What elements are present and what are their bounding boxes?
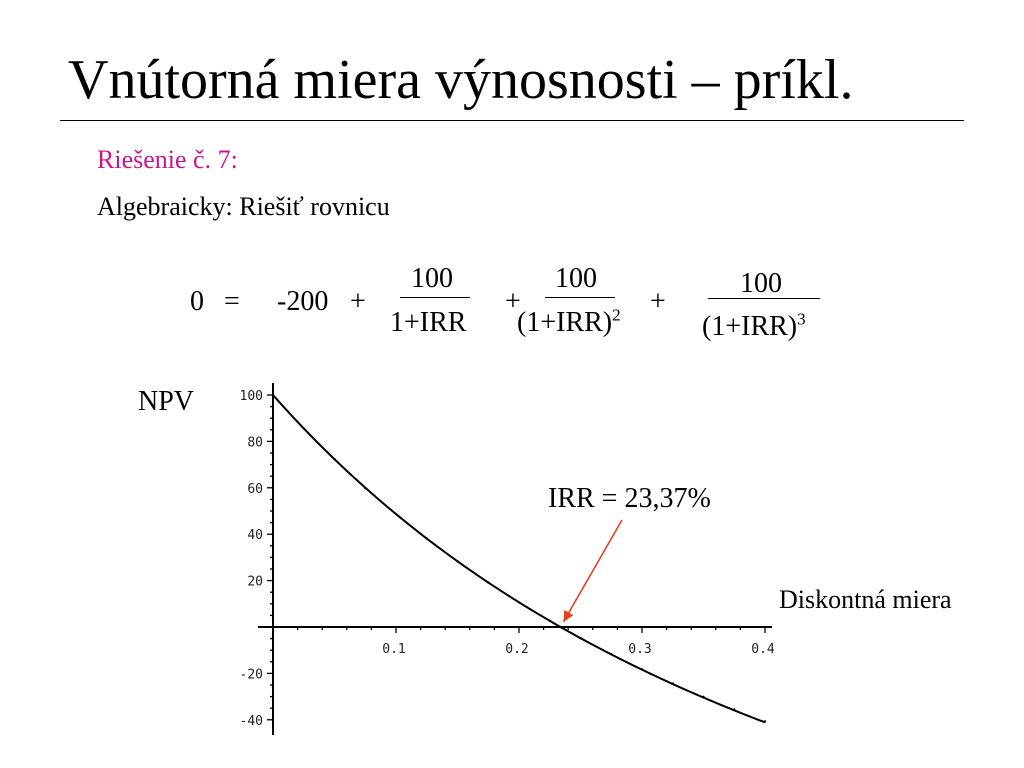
irr-arrow-line xyxy=(562,519,623,623)
y-tick-label: 60 xyxy=(247,482,263,497)
npv-data-point xyxy=(425,537,428,540)
npv-data-point xyxy=(302,427,305,430)
term2-denominator: (1+IRR)2 xyxy=(517,305,621,338)
npv-data-point xyxy=(364,487,367,490)
npv-data-point xyxy=(640,668,644,671)
npv-data-point xyxy=(487,581,490,584)
slide-title: Vnútorná miera výnosnosti – príkl. xyxy=(68,49,854,111)
npv-data-point xyxy=(702,695,705,699)
x-axis-label: Diskontná miera xyxy=(779,585,952,614)
title-underline xyxy=(60,120,964,121)
term2-numerator: 100 xyxy=(555,263,597,294)
term1-denominator: 1+IRR xyxy=(390,307,467,338)
equation-initial-outlay: -200 xyxy=(277,286,329,317)
term2-fraction-bar xyxy=(545,297,615,298)
equation-plus-3: + xyxy=(650,286,666,317)
y-axis-label: NPV xyxy=(138,386,195,417)
npv-data-point xyxy=(763,720,767,723)
x-tick-label: 0.2 xyxy=(505,642,528,657)
x-tick-label: 0.3 xyxy=(628,642,651,657)
term3-fraction-bar xyxy=(708,298,820,299)
solution-label: Riešenie č. 7: xyxy=(97,145,238,174)
npv-data-point xyxy=(333,458,336,461)
npv-data-point xyxy=(271,393,275,397)
y-tick-label: -40 xyxy=(240,714,263,729)
irr-arrow-head xyxy=(563,610,574,622)
npv-data-point xyxy=(733,708,736,711)
term3-numerator: 100 xyxy=(740,268,782,299)
method-label: Algebraicky: Riešiť rovnicu xyxy=(97,192,390,221)
term1-fraction-bar xyxy=(400,297,470,298)
term3-denominator: (1+IRR)3 xyxy=(702,309,806,342)
y-tick-label: 40 xyxy=(247,528,263,543)
npv-data-point xyxy=(671,682,674,685)
npv-data-point xyxy=(517,601,521,604)
npv-data-point xyxy=(610,652,613,656)
x-tick-label: 0.4 xyxy=(751,642,775,657)
equation-equals: = xyxy=(224,286,240,317)
y-tick-label: -20 xyxy=(240,667,263,682)
term2-denominator-base: (1+IRR) xyxy=(517,307,613,338)
npv-data-point xyxy=(548,619,551,623)
equation-lhs: 0 xyxy=(190,286,204,317)
term3-denominator-base: (1+IRR) xyxy=(702,311,798,342)
term1-numerator: 100 xyxy=(411,263,453,294)
irr-annotation: IRR = 23,37% xyxy=(548,483,711,514)
term2-exponent: 2 xyxy=(612,305,621,325)
npv-curve xyxy=(272,394,766,724)
npv-data-point xyxy=(579,636,582,640)
term3-exponent: 3 xyxy=(797,309,806,329)
y-tick-label: 20 xyxy=(247,575,263,590)
equation-plus-2: + xyxy=(505,286,521,317)
npv-data-point xyxy=(394,512,398,516)
npv-data-point xyxy=(456,560,459,563)
y-tick-label: 100 xyxy=(240,389,263,404)
x-tick-label: 0.1 xyxy=(382,642,405,657)
equation-plus-1: + xyxy=(350,286,366,317)
y-tick-label: 80 xyxy=(247,435,263,450)
